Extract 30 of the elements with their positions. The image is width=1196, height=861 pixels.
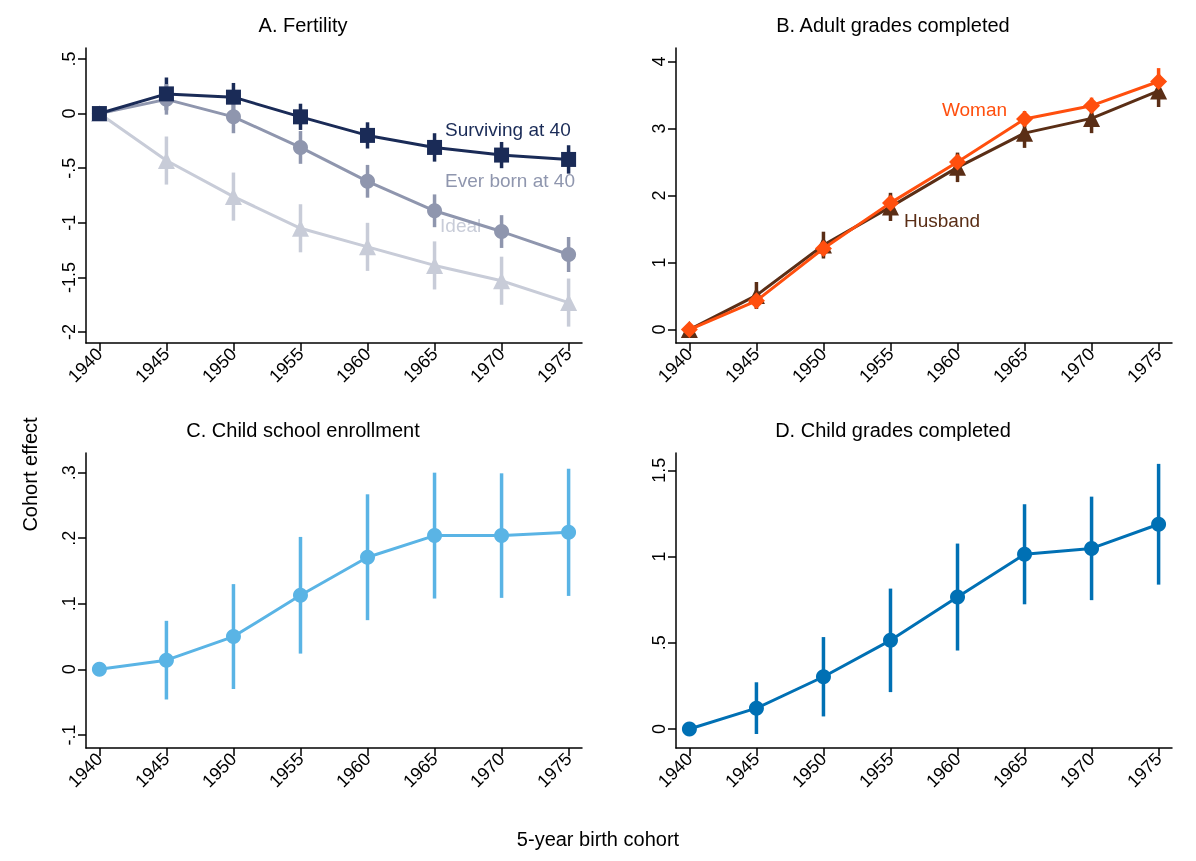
series-label: Ever born at 40 bbox=[445, 170, 575, 192]
y-tick-label: .3 bbox=[59, 465, 79, 481]
y-tick-label: -2 bbox=[59, 324, 79, 341]
chart-title: C. Child school enrollment bbox=[186, 419, 421, 441]
y-tick-label: -.5 bbox=[59, 157, 79, 179]
y-tick-label: .2 bbox=[59, 530, 79, 546]
y-tick-label: 3 bbox=[649, 123, 669, 134]
y-tick-label: .1 bbox=[59, 596, 79, 612]
y-tick-label: 4 bbox=[649, 56, 669, 67]
y-tick-label: -.1 bbox=[59, 724, 79, 746]
x-axis-title: 5-year birth cohort bbox=[515, 828, 681, 851]
y-tick-label: -1.5 bbox=[59, 261, 79, 293]
y-tick-label: 0 bbox=[59, 108, 79, 119]
y-tick-label: 2 bbox=[649, 190, 669, 201]
chart-title: D. Child grades completed bbox=[775, 419, 1011, 441]
y-tick-label: 1.5 bbox=[649, 457, 669, 483]
y-tick-label: 1 bbox=[649, 257, 669, 268]
chart-title: B. Adult grades completed bbox=[776, 14, 1010, 36]
y-tick-label: 0 bbox=[59, 664, 79, 675]
y-tick-label: .5 bbox=[649, 635, 669, 651]
y-tick-label: 1 bbox=[649, 551, 669, 562]
y-tick-label: .5 bbox=[59, 51, 79, 67]
y-tick-label: 0 bbox=[649, 324, 669, 335]
series-label: Husband bbox=[903, 210, 981, 232]
y-tick-label: -1 bbox=[59, 214, 79, 231]
y-tick-label: 0 bbox=[649, 724, 669, 735]
y-axis-title: Cohort effect bbox=[18, 416, 42, 534]
chart-title: A. Fertility bbox=[258, 14, 348, 36]
series-label: Surviving at 40 bbox=[445, 118, 571, 140]
series-label: Woman bbox=[941, 98, 1008, 120]
